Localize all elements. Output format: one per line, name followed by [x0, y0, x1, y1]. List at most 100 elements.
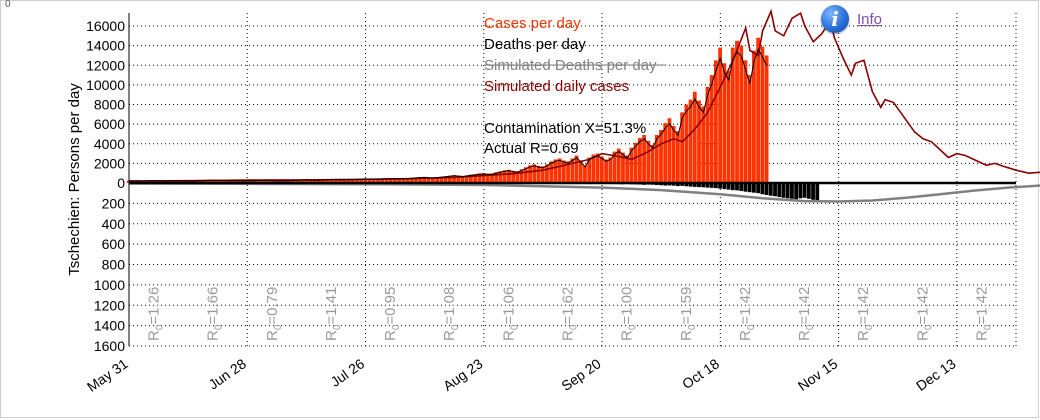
- case-bar: [591, 154, 596, 183]
- death-bar: [773, 183, 777, 197]
- y-tick-label: 8000: [94, 97, 125, 113]
- case-bar: [287, 180, 292, 183]
- death-bar: [701, 183, 706, 188]
- death-bar: [815, 183, 820, 201]
- case-bar: [654, 134, 659, 183]
- case-bar: [722, 63, 727, 183]
- case-bar: [473, 174, 478, 183]
- info-button[interactable]: i Info: [821, 5, 882, 33]
- r0-label: R0=1.42: [796, 287, 816, 341]
- y-tick-label: 0: [117, 175, 125, 191]
- case-bar: [338, 179, 342, 183]
- death-bar: [713, 183, 718, 189]
- case-bar: [764, 55, 769, 183]
- case-bar: [367, 178, 372, 183]
- x-tick-label: Nov 15: [795, 355, 841, 394]
- case-bar: [566, 161, 570, 183]
- death-bar: [794, 183, 799, 200]
- case-bar: [452, 175, 456, 183]
- case-bar: [224, 180, 228, 183]
- case-bar: [485, 173, 490, 183]
- info-label[interactable]: Info: [857, 10, 883, 28]
- case-bar: [671, 126, 676, 183]
- case-bar: [528, 165, 532, 183]
- case-bar: [300, 179, 304, 183]
- case-bar: [701, 106, 706, 183]
- death-bar: [705, 183, 710, 188]
- case-bar: [202, 180, 207, 183]
- case-bar: [675, 130, 680, 183]
- case-bar: [532, 164, 537, 183]
- case-bar: [490, 173, 494, 183]
- case-bar: [414, 177, 418, 183]
- case-bar: [447, 175, 452, 183]
- annotation-text: Actual R=0.69: [484, 140, 579, 157]
- case-bar: [316, 179, 321, 183]
- death-bar: [760, 183, 765, 195]
- case-bar: [616, 148, 621, 183]
- y-tick-label: 6000: [94, 116, 125, 132]
- case-bar: [612, 151, 617, 183]
- case-bar: [578, 160, 583, 183]
- case-bar: [536, 165, 541, 183]
- death-bar: [688, 183, 693, 187]
- case-bar: [464, 175, 469, 183]
- case-bar: [198, 180, 203, 183]
- death-bar: [781, 183, 786, 198]
- case-bar: [376, 178, 380, 183]
- case-bar: [257, 180, 262, 183]
- death-bar: [675, 183, 680, 187]
- legend-deaths: Deaths per day: [484, 36, 586, 53]
- case-bar: [152, 180, 157, 183]
- case-bar: [587, 157, 592, 183]
- death-bar: [680, 183, 685, 186]
- death-bar: [735, 183, 739, 191]
- r0-label: R0=1.08: [441, 287, 461, 341]
- case-bar: [637, 137, 642, 183]
- case-bar: [384, 178, 389, 183]
- case-bar: [570, 158, 575, 183]
- case-bar: [409, 177, 414, 183]
- x-tick-label: Jun 28: [205, 355, 249, 392]
- y-tick-label: 16000: [86, 18, 125, 34]
- death-bar: [811, 183, 815, 200]
- simulated-deaths-line: [128, 182, 1040, 203]
- case-bar: [540, 166, 545, 183]
- case-bar: [747, 75, 752, 183]
- y-tick-label: 10000: [86, 77, 125, 93]
- death-bar: [768, 183, 773, 196]
- case-bar: [253, 180, 258, 183]
- death-bar: [709, 183, 714, 188]
- case-bar: [321, 179, 325, 183]
- case-bar: [523, 167, 528, 183]
- y-tick-label: 1600: [94, 338, 125, 354]
- r0-label: R0=1.42: [973, 287, 993, 341]
- case-bar: [401, 178, 406, 183]
- case-bar: [650, 144, 655, 183]
- info-icon: i: [821, 5, 849, 33]
- case-bar: [511, 170, 516, 183]
- case-bar: [456, 175, 461, 183]
- case-bar: [583, 165, 587, 183]
- cases-trend-line: [128, 48, 768, 182]
- case-bar: [435, 177, 440, 183]
- case-bar: [553, 159, 558, 183]
- r0-label: R0=1.42: [737, 287, 757, 341]
- case-bar: [705, 86, 710, 183]
- case-bar: [621, 152, 625, 183]
- case-bar: [405, 178, 410, 183]
- case-bar: [633, 142, 638, 183]
- case-bar: [426, 177, 431, 183]
- death-bar: [663, 183, 668, 186]
- y-tick-label: 12000: [86, 57, 125, 73]
- death-bar: [730, 183, 735, 191]
- case-bar: [397, 178, 402, 183]
- case-bar: [359, 178, 363, 183]
- case-bar: [743, 60, 748, 183]
- case-bar: [418, 177, 423, 183]
- case-bar: [629, 147, 634, 183]
- death-bar: [790, 183, 794, 199]
- case-bar: [439, 176, 444, 183]
- case-bar: [207, 180, 211, 183]
